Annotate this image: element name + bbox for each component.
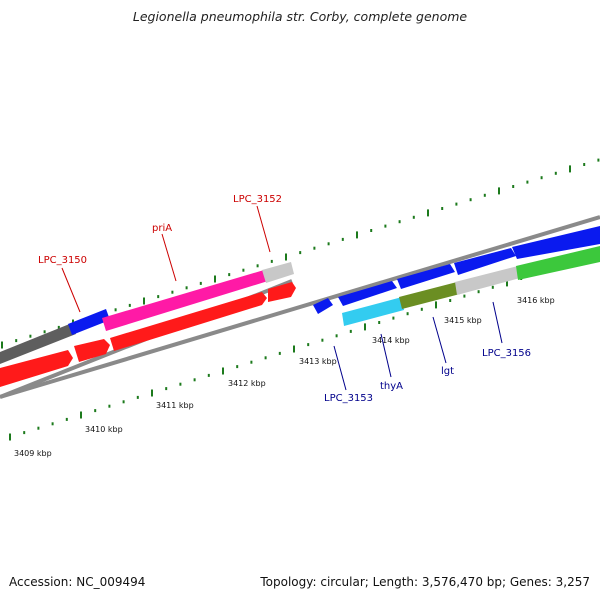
kbp-label: 3415 kbp bbox=[444, 316, 482, 325]
gene-red-3 bbox=[110, 292, 267, 351]
kbp-label: 3412 kbp bbox=[228, 379, 266, 388]
leader-lpc-3156 bbox=[492, 301, 503, 344]
page-title: Legionella pneumophila str. Corby, compl… bbox=[132, 9, 468, 24]
gene-lpc-3152[interactable] bbox=[262, 262, 294, 283]
kbp-label: 3416 kbp bbox=[517, 296, 555, 305]
gene-label-thya[interactable]: thyA bbox=[380, 381, 403, 392]
gene-blue-4 bbox=[512, 226, 600, 259]
gene-features bbox=[0, 226, 600, 387]
gene-pria[interactable] bbox=[102, 270, 268, 331]
gene-label-lpc-3152[interactable]: LPC_3152 bbox=[233, 194, 282, 205]
gene-label-lpc-3153[interactable]: LPC_3153 bbox=[324, 393, 373, 404]
leader-lpc-3152 bbox=[256, 205, 271, 253]
gene-label-lgt[interactable]: lgt bbox=[441, 366, 454, 377]
gene-label-leaders bbox=[61, 205, 503, 391]
gene-label-pria[interactable]: priA bbox=[152, 223, 172, 234]
gene-blue-3 bbox=[454, 248, 516, 275]
upper-tick-track bbox=[1, 158, 600, 349]
gene-blue-2 bbox=[397, 264, 455, 289]
gene-thya[interactable] bbox=[399, 282, 460, 309]
gene-lpc-3150[interactable] bbox=[68, 309, 110, 335]
gene-label-lpc-3156[interactable]: LPC_3156 bbox=[482, 348, 531, 359]
gene-labels: LPC_3150 priA LPC_3152 LPC_3153 thyA lgt… bbox=[38, 194, 531, 404]
accession-label: Accession: NC_009494 bbox=[9, 575, 146, 589]
gene-lpc-3156[interactable] bbox=[516, 246, 600, 280]
kbp-label: 3413 kbp bbox=[299, 357, 337, 366]
gene-red-4 bbox=[268, 282, 296, 302]
gene-red-1 bbox=[0, 350, 73, 387]
kbp-labels: 3409 kbp 3410 kbp 3411 kbp 3412 kbp 3413… bbox=[14, 296, 555, 458]
kbp-label: 3410 kbp bbox=[85, 425, 123, 434]
gene-lpc-3153[interactable] bbox=[342, 297, 404, 326]
leader-pria bbox=[161, 233, 177, 282]
kbp-label: 3411 kbp bbox=[156, 401, 194, 410]
leader-lgt bbox=[432, 316, 447, 364]
gene-blue-small bbox=[313, 298, 333, 314]
leader-lpc-3150 bbox=[61, 267, 81, 313]
gene-lgt[interactable] bbox=[455, 266, 520, 295]
kbp-label: 3409 kbp bbox=[14, 449, 52, 458]
leader-thya bbox=[380, 333, 392, 378]
backbone-right bbox=[0, 215, 600, 399]
gene-blue-1 bbox=[338, 281, 397, 306]
kbp-label: 3414 kbp bbox=[372, 336, 410, 345]
leader-lpc-3153 bbox=[333, 345, 347, 391]
gene-red-2 bbox=[74, 339, 110, 362]
gene-label-lpc-3150[interactable]: LPC_3150 bbox=[38, 255, 87, 266]
gene-dark-gray bbox=[0, 323, 76, 364]
topology-label: Topology: circular; Length: 3,576,470 bp… bbox=[260, 575, 590, 589]
